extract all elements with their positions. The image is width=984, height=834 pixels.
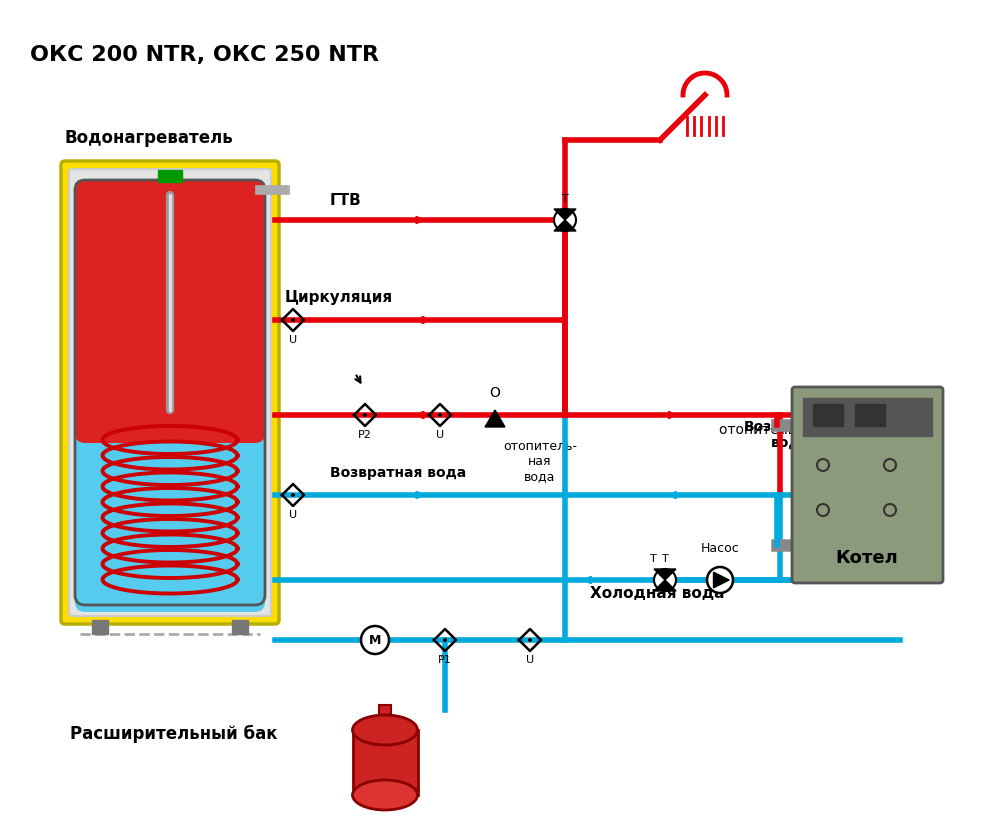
Text: P2: P2 [358,430,372,440]
FancyBboxPatch shape [69,169,271,616]
Text: U: U [436,430,444,440]
Text: Насос: Насос [701,542,739,555]
Text: Расширительный бак: Расширительный бак [70,725,277,743]
Text: Холодная вода: Холодная вода [590,586,724,601]
FancyBboxPatch shape [61,161,279,624]
Polygon shape [654,569,676,580]
Text: T: T [661,554,668,564]
Text: T: T [562,194,569,204]
Circle shape [438,413,442,417]
Text: V: V [441,656,449,666]
Polygon shape [713,572,729,588]
Text: ОКС 200 NTR, ОКС 250 NTR: ОКС 200 NTR, ОКС 250 NTR [30,45,379,65]
Ellipse shape [352,780,417,810]
Bar [379,705,391,720]
Circle shape [361,626,389,654]
Polygon shape [554,209,576,220]
Bar [92,620,108,634]
Text: T: T [649,554,656,564]
Text: ГТВ: ГТВ [330,193,362,208]
Polygon shape [554,220,576,231]
Text: U: U [289,335,297,345]
Bar [158,170,182,182]
Circle shape [707,567,733,593]
Circle shape [554,209,576,231]
FancyBboxPatch shape [792,387,943,583]
Circle shape [654,569,676,591]
Polygon shape [654,580,676,591]
Text: Циркуляция: Циркуляция [285,290,394,305]
Circle shape [443,638,447,642]
Bar [232,620,248,634]
Circle shape [528,638,532,642]
Text: отопительная вода: отопительная вода [719,422,861,436]
Bar [855,404,885,426]
Circle shape [363,413,367,417]
Text: M: M [369,634,381,646]
Text: Котел: Котел [835,549,898,567]
Circle shape [291,318,295,322]
Text: Возвратная вода: Возвратная вода [330,466,466,480]
Bar [813,404,843,426]
Text: отопитель-
ная
вода: отопитель- ная вода [503,440,577,483]
Bar [803,398,932,436]
Text: Водонагреватель: Водонагреватель [65,129,234,147]
Text: Возвратная
вода: Возвратная вода [744,420,836,450]
Circle shape [291,493,295,497]
Bar [353,730,418,795]
FancyBboxPatch shape [75,362,265,612]
Polygon shape [485,410,505,427]
Text: U: U [289,510,297,520]
Text: P1: P1 [438,655,452,665]
FancyBboxPatch shape [75,180,265,443]
Ellipse shape [352,715,417,745]
Text: O: O [490,386,501,400]
Text: U: U [525,655,534,665]
